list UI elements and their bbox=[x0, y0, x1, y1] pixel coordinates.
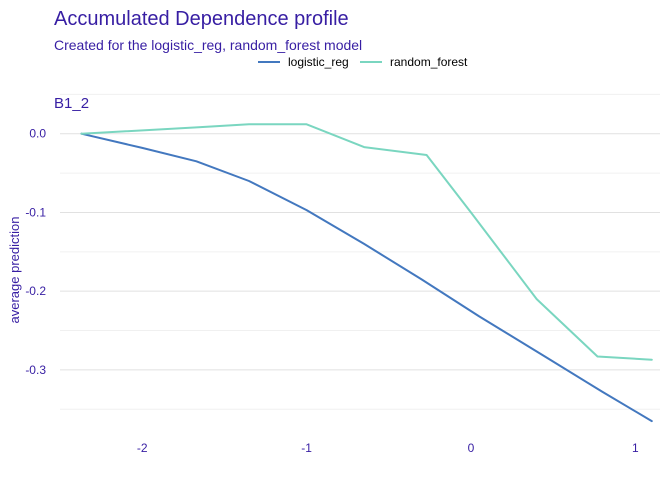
chart-title: Accumulated Dependence profile bbox=[54, 8, 349, 30]
series-lines bbox=[80, 123, 653, 423]
series-line-random-forest bbox=[80, 123, 653, 361]
series-line-logistic-reg bbox=[80, 132, 653, 423]
grid bbox=[60, 93, 660, 410]
x-tick-label: 0 bbox=[468, 441, 475, 455]
y-tick-label: 0.0 bbox=[29, 127, 46, 141]
y-tick-label: -0.2 bbox=[25, 284, 46, 298]
y-tick-label: -0.3 bbox=[25, 363, 46, 377]
y-tick-label: -0.1 bbox=[25, 205, 46, 219]
x-tick-label: -2 bbox=[137, 441, 148, 455]
legend: logistic_reg random_forest bbox=[258, 55, 468, 69]
x-tick-label: 1 bbox=[632, 441, 639, 455]
x-tick-label: -1 bbox=[301, 441, 312, 455]
chart-subtitle: Created for the logistic_reg, random_for… bbox=[54, 37, 362, 53]
legend-label-logistic-reg: logistic_reg bbox=[288, 55, 349, 69]
y-tick-labels: 0.0 -0.1 -0.2 -0.3 bbox=[25, 127, 46, 377]
x-tick-labels: -2 -1 0 1 bbox=[137, 441, 639, 455]
y-axis-label: average prediction bbox=[7, 217, 22, 324]
facet-label: B1_2 bbox=[54, 95, 89, 112]
legend-label-random-forest: random_forest bbox=[390, 55, 468, 69]
